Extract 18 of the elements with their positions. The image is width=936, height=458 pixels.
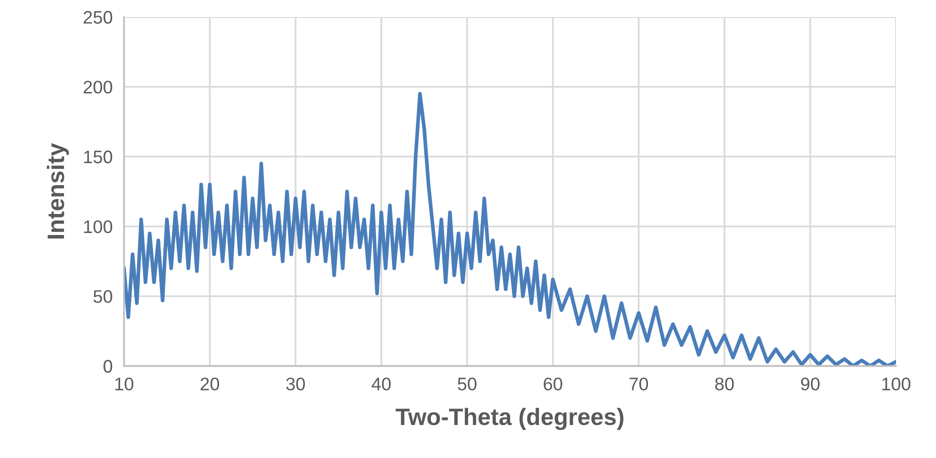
y-tick-label: 250 [84,10,112,24]
x-tick-label: 90 [801,378,820,390]
y-tick-label: 100 [84,220,112,234]
x-tick-label: 50 [458,378,476,390]
x-tick-label: 10 [115,378,134,390]
x-tick-label: 60 [544,378,562,390]
y-tick-label: 50 [94,290,112,303]
x-tick-label: 80 [715,378,734,390]
y-tick-label: 200 [84,80,112,94]
x-tick-label: 70 [630,378,648,390]
x-tick-label: 100 [882,378,910,390]
y-tick-label: 0 [104,360,112,373]
x-tick-label: 40 [372,378,391,390]
y-axis-title: Intensity [46,143,69,238]
x-axis-title: Two-Theta (degrees) [396,408,624,430]
x-tick-label: 30 [286,378,305,390]
y-tick-label: 150 [84,150,112,164]
x-tick-label: 20 [200,378,220,390]
